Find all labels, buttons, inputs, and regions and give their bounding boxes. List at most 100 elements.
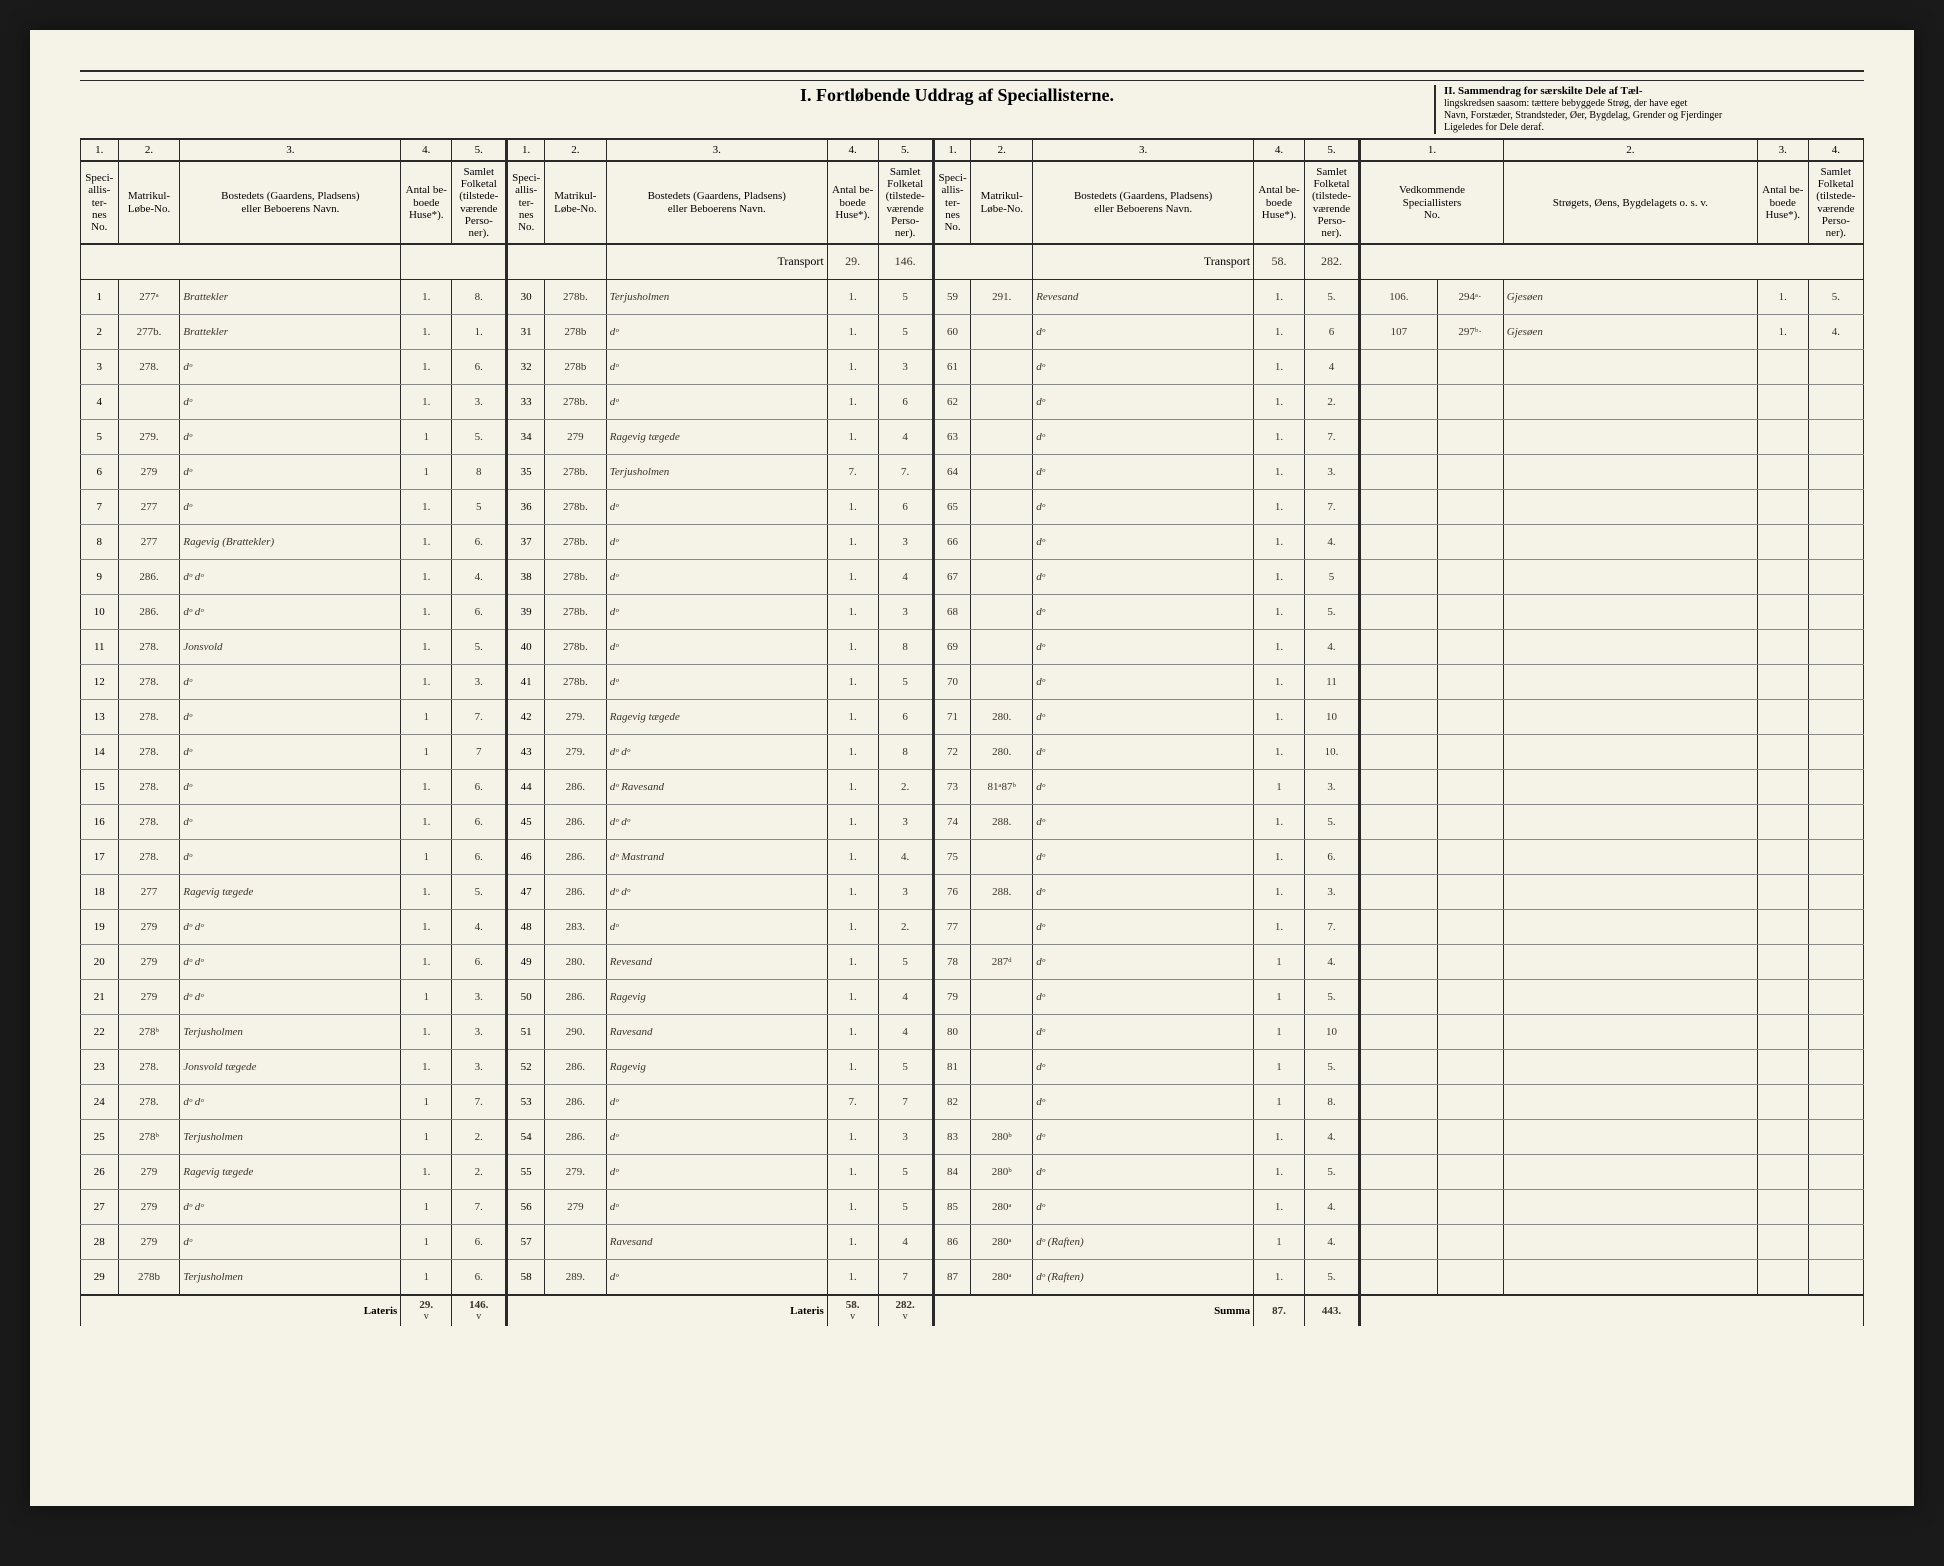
cell: 11 [1304, 664, 1359, 699]
cell: dᵒ [1033, 349, 1254, 384]
cell: dᵒ [1033, 419, 1254, 454]
cell: 1 [401, 1119, 452, 1154]
cell: 40 [507, 629, 545, 664]
colnum: 2. [118, 140, 180, 162]
cell [1757, 1119, 1808, 1154]
cell: 6. [452, 944, 507, 979]
cell: 1. [827, 1154, 878, 1189]
cell: 5. [1304, 594, 1359, 629]
table-row: 10286.dᵒ dᵒ1.6.39278b.dᵒ1.368dᵒ1.5. [81, 594, 1864, 629]
cell [1503, 1189, 1757, 1224]
cell [1360, 1189, 1437, 1224]
cell: dᵒ dᵒ [180, 979, 401, 1014]
cell: 6 [1304, 314, 1359, 349]
cell [971, 489, 1033, 524]
cell: 5. [1808, 279, 1863, 314]
cell: 1. [1254, 664, 1305, 699]
cell: 297ᵇ· [1437, 314, 1503, 349]
cell [1360, 524, 1437, 559]
cell: 10 [1304, 1014, 1359, 1049]
cell: dᵒ [1033, 944, 1254, 979]
table-row: 21279dᵒ dᵒ13.50286.Ragevig1.479dᵒ15. [81, 979, 1864, 1014]
cell [1360, 384, 1437, 419]
table-row: 16278.dᵒ1.6.45286.dᵒ dᵒ1.374288.dᵒ1.5. [81, 804, 1864, 839]
cell [1503, 1119, 1757, 1154]
cell: dᵒ [1033, 1154, 1254, 1189]
ledger-table: 1. 2. 3. 4. 5. 1. 2. 3. 4. 5. 1. 2. 3. 4… [80, 139, 1864, 1326]
cell: 10. [1304, 734, 1359, 769]
colnum-row: 1. 2. 3. 4. 5. 1. 2. 3. 4. 5. 1. 2. 3. 4… [81, 140, 1864, 162]
cell: 1. [401, 314, 452, 349]
head-a: Speci- allis- ter- nes No. [933, 161, 971, 244]
table-row: 2277b.Brattekler1.1.31278bdᵒ1.560dᵒ1.610… [81, 314, 1864, 349]
cell: dᵒ [1033, 1014, 1254, 1049]
cell: 5 [878, 279, 933, 314]
cell: dᵒ [606, 384, 827, 419]
cell: 280. [971, 734, 1033, 769]
cell: 278. [118, 699, 180, 734]
g1-lateris-h: 29.v [401, 1295, 452, 1326]
cell: 280ᵃ [971, 1224, 1033, 1259]
cell: dᵒ dᵒ [606, 874, 827, 909]
cell: 290. [544, 1014, 606, 1049]
cell: Terjusholmen [606, 454, 827, 489]
cell: 278. [118, 1049, 180, 1084]
cell: 87 [933, 1259, 971, 1295]
cell: dᵒ [606, 629, 827, 664]
cell [1360, 1119, 1437, 1154]
cell: 9 [81, 559, 119, 594]
cell [1808, 699, 1863, 734]
section2-line2: Navn, Forstæder, Strandsteder, Øer, Bygd… [1444, 110, 1722, 121]
cell: 69 [933, 629, 971, 664]
cell: 278. [118, 839, 180, 874]
cell: 278ᵇ [118, 1119, 180, 1154]
cell: 277ᵃ [118, 279, 180, 314]
cell: 1. [1254, 839, 1305, 874]
cell [1757, 629, 1808, 664]
cell: 8. [452, 279, 507, 314]
cell: 3. [452, 979, 507, 1014]
cell: dᵒ [1033, 1189, 1254, 1224]
cell: 1. [827, 384, 878, 419]
cell: Gjesøen [1503, 279, 1757, 314]
cell: Jonsvold tægede [180, 1049, 401, 1084]
cell [118, 384, 180, 419]
cell: 1. [1757, 314, 1808, 349]
cell [971, 349, 1033, 384]
cell: 60 [933, 314, 971, 349]
table-row: 23278.Jonsvold tægede1.3.52286.Ragevig1.… [81, 1049, 1864, 1084]
cell: 294ᵃ· [1437, 279, 1503, 314]
cell: Ravesand [606, 1014, 827, 1049]
cell: 1 [401, 979, 452, 1014]
cell [1360, 559, 1437, 594]
cell: dᵒ [180, 384, 401, 419]
head-c: Bostedets (Gaardens, Pladsens) eller Beb… [606, 161, 827, 244]
cell [971, 839, 1033, 874]
cell: dᵒ Ravesand [606, 769, 827, 804]
cell [1437, 419, 1503, 454]
cell: 37 [507, 524, 545, 559]
cell: 28 [81, 1224, 119, 1259]
cell [1808, 1154, 1863, 1189]
ledger-page: I. Fortløbende Uddrag af Speciallisterne… [30, 30, 1914, 1506]
cell: 6. [452, 804, 507, 839]
cell: 4. [1304, 629, 1359, 664]
cell: 1. [401, 1014, 452, 1049]
cell [1437, 454, 1503, 489]
cell: 1. [827, 979, 878, 1014]
cell: 1. [401, 874, 452, 909]
cell: 1. [1254, 1154, 1305, 1189]
head-c: Bostedets (Gaardens, Pladsens) eller Beb… [180, 161, 401, 244]
cell: 7 [81, 489, 119, 524]
cell: 68 [933, 594, 971, 629]
cell: 5. [1304, 279, 1359, 314]
summa-label: Summa [933, 1295, 1253, 1326]
cell: dᵒ [606, 1119, 827, 1154]
cell [1757, 1154, 1808, 1189]
cell: 59 [933, 279, 971, 314]
cell [971, 384, 1033, 419]
head-e: Samlet Folketal (tilstede- værende Perso… [1304, 161, 1359, 244]
cell: 1. [1254, 559, 1305, 594]
cell [1360, 1259, 1437, 1295]
cell: 7. [452, 699, 507, 734]
